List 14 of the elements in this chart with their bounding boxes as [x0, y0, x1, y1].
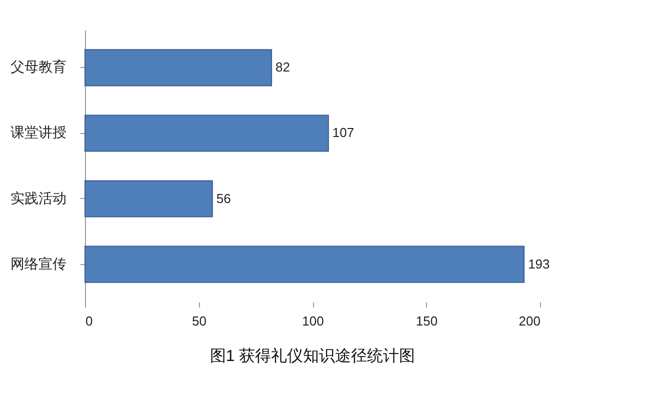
y-tick-label: 父母教育 — [10, 58, 66, 75]
data-label: 107 — [332, 125, 354, 140]
x-tick-label: 200 — [518, 314, 540, 328]
y-tick-label: 课堂讲授 — [10, 124, 66, 140]
x-tick-label: 50 — [192, 314, 206, 328]
x-tick-label: 150 — [416, 314, 438, 328]
data-label: 193 — [528, 256, 550, 272]
data-label: 56 — [216, 190, 231, 206]
text: 图1 获得礼仪知识途径统计图 — [210, 347, 416, 365]
x-tick-label: 0 — [86, 314, 93, 328]
x-tick-label: 100 — [302, 314, 324, 328]
y-tick-label: 实践活动 — [10, 190, 66, 206]
data-label: 82 — [276, 60, 290, 75]
y-tick-label: 网络宣传 — [10, 255, 66, 272]
